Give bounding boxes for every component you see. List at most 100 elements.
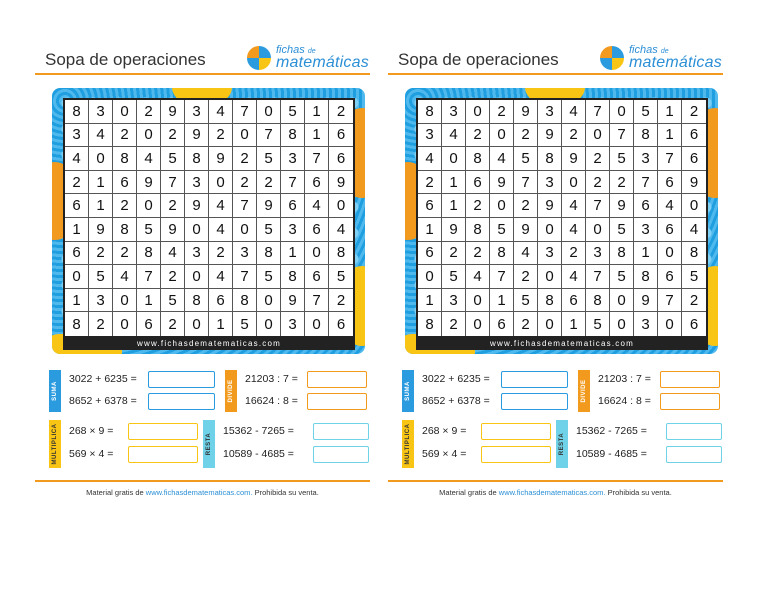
grid-cell[interactable]: 2 [233, 147, 257, 171]
grid-cell[interactable]: 1 [305, 123, 329, 148]
grid-cell[interactable]: 8 [281, 123, 305, 148]
grid-cell[interactable]: 6 [689, 315, 699, 333]
grid-cell[interactable]: 8 [538, 147, 562, 171]
grid-cell[interactable]: 0 [658, 312, 682, 336]
grid-cell[interactable]: 8 [233, 288, 257, 313]
grid-cell[interactable]: 8 [113, 218, 137, 242]
grid-cell[interactable]: 2 [161, 194, 185, 218]
grid-cell[interactable]: 6 [209, 288, 233, 313]
grid-cell[interactable]: 1 [442, 170, 466, 195]
grid-cell[interactable]: 6 [305, 170, 329, 195]
grid-cell[interactable]: 4 [89, 123, 113, 148]
grid-cell[interactable]: 0 [538, 312, 562, 336]
grid-cell[interactable]: 0 [562, 170, 586, 195]
grid-cell[interactable]: 3 [233, 241, 257, 266]
grid-cell[interactable]: 2 [514, 194, 538, 218]
answer-box[interactable] [313, 423, 369, 440]
grid-cell[interactable]: 4 [137, 147, 161, 171]
grid-cell[interactable]: 7 [586, 265, 610, 289]
grid-cell[interactable]: 5 [634, 100, 658, 124]
grid-cell[interactable]: 0 [466, 288, 490, 313]
grid-cell[interactable]: 4 [658, 194, 682, 218]
grid-cell[interactable]: 6 [281, 194, 305, 218]
grid-cell[interactable]: 1 [65, 288, 89, 313]
grid-cell[interactable]: 4 [562, 194, 586, 218]
grid-cell[interactable]: 8 [418, 312, 442, 336]
grid-cell[interactable]: 5 [442, 265, 466, 289]
grid-cell[interactable]: 8 [113, 147, 137, 171]
grid-cell[interactable]: 4 [418, 147, 442, 171]
grid-cell[interactable]: 3 [538, 100, 562, 124]
grid-cell[interactable]: 0 [490, 194, 514, 218]
grid-cell[interactable]: 1 [89, 170, 113, 195]
grid-cell[interactable]: 0 [682, 194, 706, 218]
grid-cell[interactable]: 4 [682, 218, 706, 242]
grid-cell[interactable]: 8 [329, 242, 353, 266]
grid-cell[interactable]: 5 [586, 312, 610, 336]
grid-cell[interactable]: 3 [538, 241, 562, 266]
grid-cell[interactable]: 2 [113, 241, 137, 266]
grid-cell[interactable]: 6 [113, 170, 137, 195]
grid-cell[interactable]: 2 [514, 265, 538, 289]
grid-cell[interactable]: 5 [329, 265, 353, 289]
grid-cell[interactable]: 1 [65, 218, 89, 242]
grid-cell[interactable]: 7 [658, 288, 682, 313]
grid-cell[interactable]: 3 [281, 312, 305, 336]
grid-cell[interactable]: 8 [490, 241, 514, 266]
grid-cell[interactable]: 8 [634, 123, 658, 148]
grid-cell[interactable]: 7 [490, 265, 514, 289]
grid-cell[interactable]: 6 [682, 124, 706, 148]
grid-cell[interactable]: 7 [586, 100, 610, 124]
grid-cell[interactable]: 1 [442, 194, 466, 218]
grid-cell[interactable]: 6 [682, 147, 706, 171]
grid-cell[interactable]: 7 [634, 170, 658, 195]
answer-box[interactable] [481, 423, 551, 440]
grid-cell[interactable]: 6 [137, 312, 161, 336]
answer-box[interactable] [313, 446, 369, 463]
grid-cell[interactable]: 2 [161, 312, 185, 336]
grid-cell[interactable]: 0 [137, 194, 161, 218]
grid-cell[interactable]: 2 [442, 312, 466, 336]
grid-cell[interactable]: 3 [634, 312, 658, 336]
grid-cell[interactable]: 8 [682, 242, 706, 266]
grid-cell[interactable]: 9 [634, 288, 658, 313]
grid-cell[interactable]: 7 [233, 100, 257, 124]
grid-cell[interactable]: 5 [257, 218, 281, 242]
answer-box[interactable] [501, 371, 568, 388]
grid-cell[interactable]: 6 [65, 241, 89, 266]
grid-cell[interactable]: 0 [466, 312, 490, 336]
grid-cell[interactable]: 3 [185, 170, 209, 195]
grid-cell[interactable]: 9 [490, 170, 514, 195]
grid-cell[interactable]: 0 [185, 312, 209, 336]
grid-cell[interactable]: 4 [305, 194, 329, 218]
footer-link[interactable]: www.fichasdematematicas.com. [498, 488, 606, 497]
grid-cell[interactable]: 1 [634, 241, 658, 266]
grid-cell[interactable]: 0 [305, 241, 329, 266]
grid-cell[interactable]: 6 [466, 170, 490, 195]
grid-cell[interactable]: 5 [257, 147, 281, 171]
grid-cell[interactable]: 6 [658, 218, 682, 242]
grid-cell[interactable]: 2 [682, 289, 706, 313]
grid-cell[interactable]: 5 [514, 147, 538, 171]
grid-cell[interactable]: 4 [562, 100, 586, 124]
grid-cell[interactable]: 4 [329, 218, 353, 242]
grid-cell[interactable]: 4 [161, 241, 185, 266]
grid-cell[interactable]: 8 [281, 265, 305, 289]
grid-cell[interactable]: 5 [257, 265, 281, 289]
grid-cell[interactable]: 0 [113, 100, 137, 124]
grid-cell[interactable]: 9 [185, 123, 209, 148]
grid-cell[interactable]: 5 [682, 265, 706, 289]
grid-cell[interactable]: 4 [562, 265, 586, 289]
grid-cell[interactable]: 2 [257, 170, 281, 195]
grid-cell[interactable]: 3 [185, 100, 209, 124]
grid-cell[interactable]: 4 [209, 218, 233, 242]
answer-box[interactable] [660, 371, 720, 388]
grid-cell[interactable]: 2 [329, 289, 353, 313]
grid-cell[interactable]: 0 [586, 218, 610, 242]
grid-cell[interactable]: 5 [490, 218, 514, 242]
grid-cell[interactable]: 9 [161, 100, 185, 124]
grid-cell[interactable]: 3 [442, 100, 466, 124]
grid-cell[interactable]: 2 [233, 170, 257, 195]
grid-cell[interactable]: 2 [209, 241, 233, 266]
grid-cell[interactable]: 9 [442, 218, 466, 242]
